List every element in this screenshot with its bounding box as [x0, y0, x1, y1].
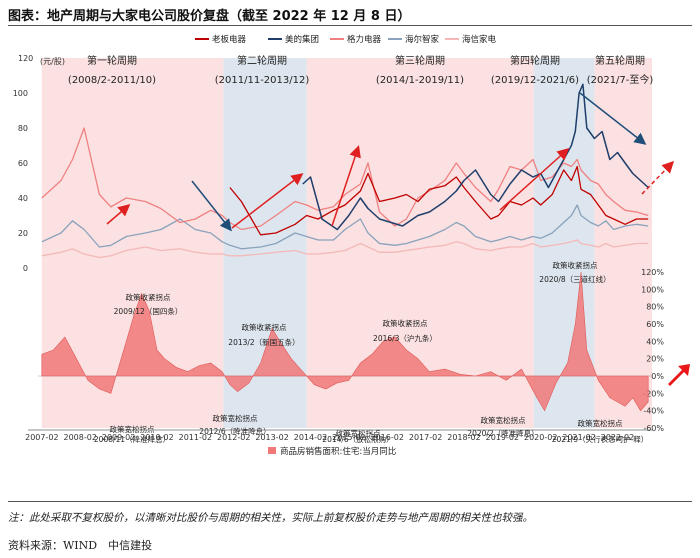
- policy-label-6: 政策宽松拐点: [336, 428, 381, 438]
- trend-arrow-up-3: [331, 145, 361, 227]
- policy-date-2: 2008/11（降准降息）: [94, 434, 170, 444]
- price-ylabel: (元/股): [40, 57, 65, 66]
- series-line-老板电器: [229, 165, 649, 236]
- price-ytick: 40: [18, 194, 28, 203]
- policy-label-9: 政策宽松拐点: [578, 418, 623, 428]
- cycle-range-1: (2008/2-2011/10): [68, 75, 156, 86]
- price-ytick: 80: [18, 124, 28, 133]
- big-red-arrow: [668, 364, 690, 386]
- cycle-range-2: (2011/11-2013/12): [215, 75, 310, 86]
- policy-label-4: 政策宽松拐点: [213, 413, 258, 423]
- sales-ytick: 20%: [646, 355, 664, 364]
- source-text: 资料来源：WIND 中信建投: [8, 539, 153, 552]
- footer-divider: [8, 501, 692, 502]
- legend-label-sales: 商品房销售面积:住宅:当月同比: [280, 446, 396, 457]
- legend-bottom: 商品房销售面积:住宅:当月同比: [268, 446, 396, 457]
- x-tick-label: 2007-02: [25, 433, 58, 442]
- policy-date-8: 2020/2（降准降息）: [467, 428, 538, 438]
- policy-date-5: 2016/3（沪九条）: [373, 333, 437, 343]
- policy-label-1: 政策收紧拐点: [126, 292, 171, 302]
- policy-label-5: 政策收紧拐点: [383, 318, 428, 328]
- sales-ytick: 40%: [646, 337, 664, 346]
- legend-swatch-sales: [268, 447, 276, 454]
- trend-arrow-down-5: [579, 92, 647, 145]
- legend-label-老板电器: 老板电器: [212, 34, 247, 45]
- x-tick-label: 2010-02: [140, 433, 173, 442]
- x-tick-label: 2008-02: [63, 433, 96, 442]
- policy-date-1: 2009/12（国四条）: [114, 306, 183, 316]
- policy-label-3: 政策收紧拐点: [242, 322, 287, 332]
- cycle-name-3: 第三轮周期: [395, 54, 445, 67]
- x-tick-label: 2015-02: [332, 433, 365, 442]
- price-ytick: 0: [23, 264, 28, 273]
- price-ytick: 100: [13, 89, 28, 98]
- sales-ytick: 60%: [646, 320, 664, 329]
- x-tick-label: 2013-02: [255, 433, 288, 442]
- trend-arrow-up-6: [641, 160, 675, 195]
- page-title: 图表：地产周期与大家电公司股价复盘（截至 2022 年 12 月 8 日）: [8, 9, 411, 24]
- cycle-name-5: 第五轮周期: [595, 54, 645, 67]
- legend-top: 老板电器 美的集团 格力电器 海尔智家 海信家电: [195, 34, 497, 45]
- x-tick-label: 2017-02: [409, 433, 442, 442]
- sales-ytick: 120%: [641, 268, 664, 277]
- x-tick-label: 2014-02: [294, 433, 327, 442]
- trend-arrow-up-1: [106, 204, 131, 225]
- legend-label-格力电器: 格力电器: [347, 34, 382, 45]
- trend-arrow-up-4: [499, 147, 570, 211]
- price-ytick: 60: [18, 159, 28, 168]
- series-line-美的集团: [302, 83, 649, 231]
- sales-ytick: -40%: [643, 407, 664, 416]
- sales-ytick: 100%: [641, 285, 664, 294]
- x-tick-label: 2022-02: [601, 433, 634, 442]
- policy-date-7: 2020/8（三道红线）: [539, 274, 610, 284]
- legend-label-美的集团: 美的集团: [285, 34, 319, 45]
- policy-date-9: 2021/9（央行表态呵护-释）: [552, 434, 649, 444]
- policy-date-6: 2014/6（放松限购）: [322, 434, 393, 444]
- x-tick-label: 2020-02: [524, 433, 557, 442]
- series-line-格力电器: [41, 127, 649, 231]
- footnote: 注：此处采取不复权股价，以清晰对比股价与周期的相关性，实际上前复权股价走势与地产…: [8, 512, 533, 524]
- x-tick-label: 2011-02: [179, 433, 212, 442]
- trend-arrow-up-2: [231, 173, 304, 229]
- x-tick-label: 2012-02: [217, 433, 250, 442]
- sales-ytick: -20%: [643, 389, 664, 398]
- x-tick-label: 2021-02: [562, 433, 595, 442]
- x-tick-label: 2018-02: [447, 433, 480, 442]
- sales-ytick: -60%: [643, 424, 664, 433]
- cycle-name-4: 第四轮周期: [510, 54, 560, 67]
- cycle-name-2: 第二轮周期: [237, 54, 287, 67]
- price-ytick: 120: [18, 54, 33, 63]
- title-divider: [8, 25, 692, 26]
- trend-arrow-down-2: [191, 180, 232, 232]
- price-ytick: 20: [18, 229, 28, 238]
- sales-ytick: 0%: [651, 372, 664, 381]
- cycle-range-5: (2021/7-至今): [587, 73, 654, 86]
- trend-arrows: [106, 92, 675, 232]
- sales-ytick: 80%: [646, 303, 664, 312]
- series-line-海尔智家: [41, 204, 649, 250]
- policy-label-7: 政策收紧拐点: [553, 260, 598, 270]
- x-tick-label: 2019-02: [486, 433, 519, 442]
- policy-label-8: 政策宽松拐点: [481, 415, 526, 425]
- cycle-range-3: (2014/1-2019/11): [376, 75, 464, 86]
- cycle-name-1: 第一轮周期: [87, 54, 137, 67]
- policy-date-4: 2012/6（降准降息）: [199, 426, 270, 436]
- sales-area-path: [41, 271, 649, 412]
- x-tick-label: 2009-02: [102, 433, 135, 442]
- series-line-海信家电: [41, 239, 649, 259]
- legend-label-海尔智家: 海尔智家: [405, 34, 440, 45]
- policy-label-2: 政策宽松拐点: [110, 424, 155, 434]
- x-tick-label: 2016-02: [370, 433, 403, 442]
- legend-label-海信家电: 海信家电: [462, 34, 497, 45]
- policy-date-3: 2013/2（新国五条）: [228, 337, 299, 347]
- chart-svg: 老板电器 美的集团 格力电器 海尔智家 海信家电 第一轮周期 (2008/2-2011/1…: [13, 34, 690, 457]
- cycle-range-4: (2019/12-2021/6): [491, 75, 579, 86]
